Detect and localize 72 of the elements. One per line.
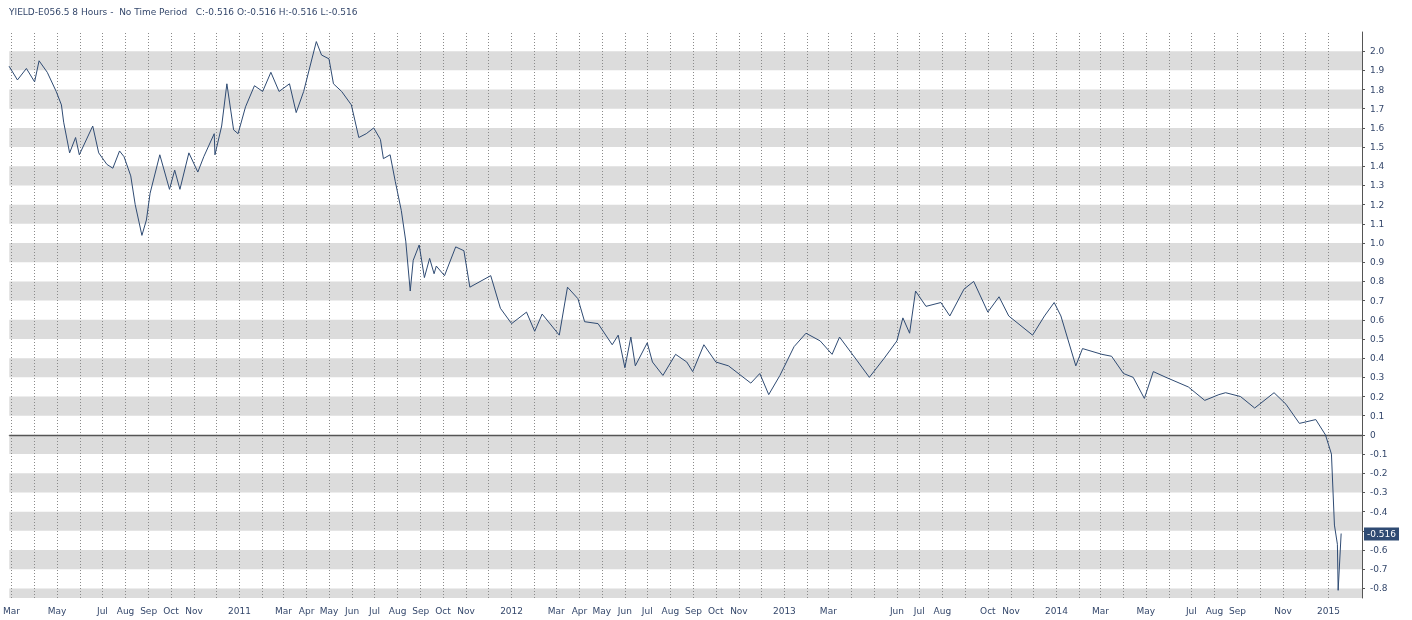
x-tick-label: Nov	[730, 605, 749, 616]
y-tick-label: -0.8	[1370, 583, 1388, 594]
y-tick-label: -0.3	[1370, 487, 1388, 498]
y-tick-label: 0.6	[1370, 314, 1385, 325]
x-tick-label: May	[592, 605, 612, 616]
x-tick-label: Jun	[888, 605, 904, 616]
x-tick-label: Mar	[1091, 605, 1110, 616]
x-tick-label: Oct	[980, 605, 997, 616]
chart-title: YIELD-E056.5 8 Hours - No Time Period C:-0.516 O:-0.516 H:-0.516 L:-0.516	[8, 6, 358, 17]
x-tick-label: Aug	[1205, 605, 1224, 616]
x-tick-label: Aug	[388, 605, 407, 616]
x-tick-label: Sep	[684, 605, 703, 616]
x-tick-label: Aug	[661, 605, 680, 616]
annotation: -0.516	[1367, 528, 1397, 539]
y-tick-label: 1.7	[1370, 103, 1385, 114]
x-tick-label: Nov	[1274, 605, 1293, 616]
y-tick-label: 0.8	[1370, 276, 1385, 287]
x-tick-label: 2013	[772, 605, 796, 616]
y-tick-label: 1.2	[1370, 199, 1385, 210]
y-tick-label: 1.6	[1370, 122, 1385, 133]
y-tick-label: 2.0	[1370, 46, 1385, 57]
y-tick-label: 1.0	[1370, 238, 1385, 249]
x-tick-label: May	[47, 605, 67, 616]
y-tick-label: -0.7	[1370, 564, 1388, 575]
x-tick-label: Mar	[547, 605, 566, 616]
y-tick-label: -0.2	[1370, 468, 1388, 479]
x-tick-label: Sep	[1229, 605, 1247, 616]
x-tick-label: Aug	[116, 605, 135, 616]
x-tick-label: 2012	[500, 605, 524, 616]
x-tick-label: May	[1136, 605, 1156, 616]
y-tick-label: 0.7	[1370, 295, 1385, 306]
y-tick-label: 1.4	[1370, 161, 1385, 172]
x-tick-label: Jul	[95, 605, 108, 616]
x-tick-label: Oct	[435, 605, 452, 616]
x-tick-label: Apr	[571, 605, 588, 616]
y-tick-label: 1.5	[1370, 142, 1385, 153]
x-tick-label: Apr	[298, 605, 315, 616]
x-tick-label: Nov	[1002, 605, 1021, 616]
y-tick-label: -0.6	[1370, 545, 1388, 556]
x-tick-label: Sep	[412, 605, 430, 616]
x-tick-label: Jun	[616, 605, 632, 616]
x-tick-label: Nov	[457, 605, 476, 616]
x-tick-label: Aug	[933, 605, 952, 616]
x-tick-label: 2014	[1044, 605, 1069, 616]
y-tick-label: -0.1	[1370, 449, 1388, 460]
x-tick-label: Mar	[819, 605, 838, 616]
x-tick-label: Jul	[368, 605, 380, 616]
y-tick-label: 1.8	[1370, 84, 1385, 95]
y-tick-label: 0.4	[1370, 353, 1385, 364]
x-tick-label: Jul	[640, 605, 653, 616]
y-tick-label: 1.9	[1370, 65, 1385, 76]
y-tick-label: 0	[1370, 429, 1376, 440]
y-tick-label: 0.5	[1370, 333, 1385, 344]
y-tick-label: 0.3	[1370, 372, 1385, 383]
y-tick-label: 0.2	[1370, 391, 1385, 402]
x-tick-label: Oct	[708, 605, 725, 616]
y-tick-label: -0.4	[1370, 506, 1388, 517]
y-tick-label: 0.9	[1370, 257, 1385, 268]
y-tick-label: 1.1	[1370, 218, 1385, 229]
y-tick-label: 0.1	[1370, 410, 1385, 421]
x-tick-label: Mar	[275, 605, 293, 616]
x-tick-label: Oct	[163, 605, 180, 616]
x-tick-label: Sep	[140, 605, 158, 616]
y-tick-label: 1.3	[1370, 180, 1385, 191]
x-tick-label: Jul	[912, 605, 925, 616]
x-tick-label: 2011	[228, 605, 252, 616]
x-tick-label: Jun	[344, 605, 360, 616]
x-tick-label: May	[319, 605, 339, 616]
x-tick-label: Jul	[1184, 605, 1197, 616]
x-tick-label: 2015	[1317, 605, 1340, 616]
x-tick-label: Nov	[185, 605, 204, 616]
x-tick-label: Mar	[3, 605, 21, 616]
